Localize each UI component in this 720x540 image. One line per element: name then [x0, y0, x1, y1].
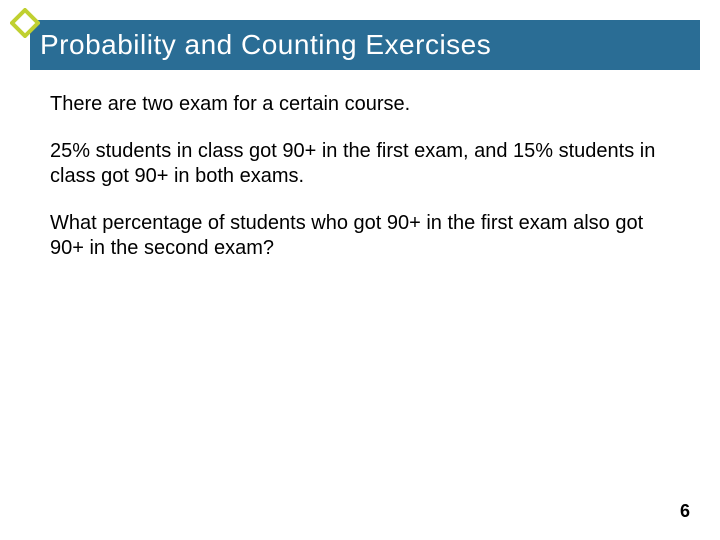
slide-title: Probability and Counting Exercises — [40, 29, 491, 61]
page-number: 6 — [680, 501, 690, 522]
paragraph: There are two exam for a certain course. — [50, 92, 670, 117]
paragraph: What percentage of students who got 90+ … — [50, 211, 670, 261]
slide-header: Probability and Counting Exercises — [30, 20, 700, 70]
paragraph: 25% students in class got 90+ in the fir… — [50, 139, 670, 189]
slide-body: There are two exam for a certain course.… — [50, 92, 670, 283]
diamond-icon — [10, 8, 40, 38]
